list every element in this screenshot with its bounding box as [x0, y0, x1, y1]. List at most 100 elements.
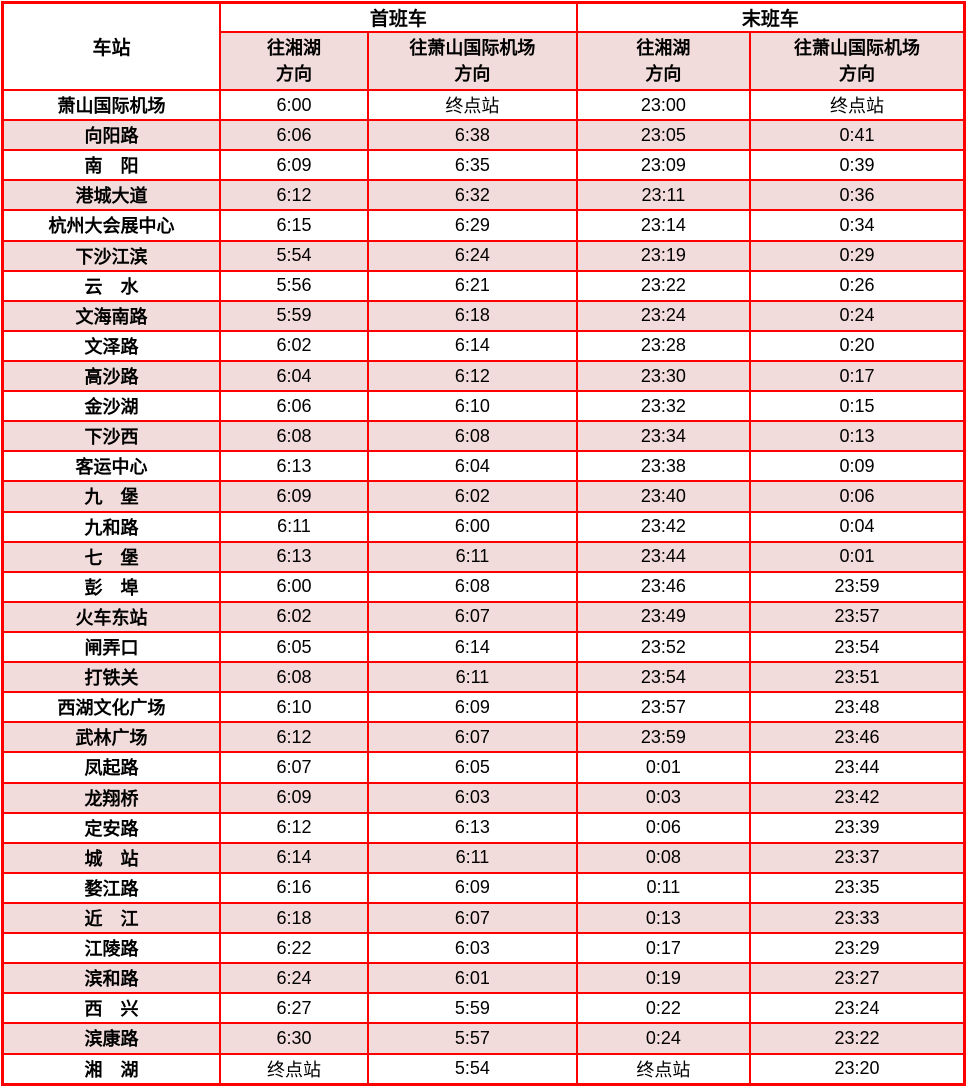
station-cell: 下沙西: [1, 420, 221, 453]
first-train-to-airport-cell: 6:12: [367, 359, 578, 393]
first-train-to-xianghu-cell: 6:27: [218, 992, 370, 1025]
last-train-to-xianghu-cell: 0:03: [575, 781, 751, 814]
first-train-to-airport-cell: 6:32: [367, 179, 578, 212]
station-cell: 彭 埠: [1, 570, 221, 603]
direction-line2: 方向: [838, 64, 875, 84]
first-train-to-xianghu-cell: 6:02: [218, 600, 370, 633]
header-row-directions: 往湘湖 方向 往萧山国际机场 方向 往湘湖 方向 往萧山国际机场 方向: [3, 31, 966, 91]
last-train-to-xianghu-cell: 23:19: [575, 239, 751, 272]
table-row: 闸弄口 6:05 6:14 23:52 23:54: [1, 630, 966, 664]
table-row: 江陵路 6:22 6:03 0:17 23:29: [1, 932, 966, 965]
last-train-to-airport-header: 往萧山国际机场 方向: [748, 31, 966, 91]
first-train-to-xianghu-cell: 6:24: [218, 962, 370, 995]
last-train-to-xianghu-cell: 23:32: [575, 390, 751, 423]
first-train-to-xianghu-cell: 6:09: [218, 480, 370, 513]
last-train-to-airport-cell: 0:36: [748, 179, 966, 212]
table-row: 杭州大会展中心 6:15 6:29 23:14 0:34: [1, 209, 966, 242]
table-row: 港城大道 6:12 6:32 23:11 0:36: [1, 179, 966, 212]
last-train-to-xianghu-cell: 23:34: [575, 420, 751, 453]
first-train-to-xianghu-cell: 6:00: [218, 570, 370, 603]
last-train-to-xianghu-cell: 终点站: [575, 1052, 751, 1086]
last-train-to-xianghu-cell: 0:08: [575, 841, 751, 874]
station-cell: 向阳路: [1, 119, 221, 152]
first-train-to-airport-cell: 6:35: [367, 149, 578, 182]
last-train-to-airport-cell: 0:39: [748, 149, 966, 182]
first-train-to-airport-cell: 6:21: [367, 269, 578, 302]
last-train-to-airport-cell: 23:39: [748, 811, 966, 844]
table-row: 武林广场 6:12 6:07 23:59 23:46: [1, 721, 966, 754]
station-cell: 江陵路: [1, 932, 221, 965]
first-train-to-xianghu-cell: 6:12: [218, 179, 370, 212]
last-train-to-xianghu-cell: 23:52: [575, 630, 751, 664]
table-row: 客运中心 6:13 6:04 23:38 0:09: [1, 450, 966, 483]
last-train-to-xianghu-cell: 0:22: [575, 992, 751, 1025]
last-train-to-airport-cell: 23:35: [748, 871, 966, 904]
station-cell: 南 阳: [1, 149, 221, 182]
table-row: 文泽路 6:02 6:14 23:28 0:20: [1, 329, 966, 362]
first-train-to-airport-cell: 6:01: [367, 962, 578, 995]
first-train-to-airport-cell: 6:18: [367, 299, 578, 332]
first-train-to-xianghu-cell: 6:12: [218, 721, 370, 754]
last-train-to-airport-cell: 23:22: [748, 1022, 966, 1055]
first-train-to-xianghu-cell: 6:18: [218, 901, 370, 935]
last-train-to-airport-cell: 0:01: [748, 540, 966, 573]
last-train-to-airport-cell: 终点站: [748, 88, 966, 122]
table-row: 高沙路 6:04 6:12 23:30 0:17: [1, 359, 966, 393]
station-cell: 文海南路: [1, 299, 221, 332]
first-train-to-airport-cell: 6:10: [367, 390, 578, 423]
last-train-to-xianghu-cell: 0:06: [575, 811, 751, 844]
last-train-to-airport-cell: 0:15: [748, 390, 966, 423]
first-train-to-airport-cell: 6:14: [367, 329, 578, 362]
station-cell: 九 堡: [1, 480, 221, 513]
first-train-to-xianghu-cell: 6:06: [218, 390, 370, 423]
table-row: 九 堡 6:09 6:02 23:40 0:06: [1, 480, 966, 513]
last-train-to-xianghu-cell: 23:54: [575, 661, 751, 694]
first-train-to-xianghu-cell: 6:30: [218, 1022, 370, 1055]
station-cell: 闸弄口: [1, 630, 221, 664]
first-train-to-airport-cell: 6:13: [367, 811, 578, 844]
table-row: 城 站 6:14 6:11 0:08 23:37: [1, 841, 966, 874]
table-row: 定安路 6:12 6:13 0:06 23:39: [1, 811, 966, 844]
table-row: 文海南路 5:59 6:18 23:24 0:24: [1, 299, 966, 332]
table-row: 南 阳 6:09 6:35 23:09 0:39: [1, 149, 966, 182]
first-train-to-airport-cell: 6:38: [367, 119, 578, 152]
direction-line1: 往湘湖: [636, 37, 691, 58]
table-row: 七 堡 6:13 6:11 23:44 0:01: [1, 540, 966, 573]
table-row: 金沙湖 6:06 6:10 23:32 0:15: [1, 390, 966, 423]
station-cell: 港城大道: [1, 179, 221, 212]
first-train-to-airport-cell: 6:03: [367, 932, 578, 965]
first-train-to-airport-cell: 5:57: [367, 1022, 578, 1055]
station-cell: 下沙江滨: [1, 239, 221, 272]
first-train-to-airport-cell: 6:14: [367, 630, 578, 664]
table-row: 九和路 6:11 6:00 23:42 0:04: [1, 510, 966, 543]
last-train-to-airport-cell: 23:51: [748, 661, 966, 694]
last-train-to-airport-cell: 0:24: [748, 299, 966, 332]
table-row: 下沙江滨 5:54 6:24 23:19 0:29: [1, 239, 966, 272]
first-train-to-airport-header: 往萧山国际机场 方向: [367, 31, 578, 91]
first-train-to-airport-cell: 6:08: [367, 420, 578, 453]
table-row: 湘 湖 终点站 5:54 终点站 23:20: [1, 1052, 966, 1086]
station-cell: 凤起路: [1, 751, 221, 784]
last-train-to-airport-cell: 0:04: [748, 510, 966, 543]
first-train-to-xianghu-cell: 6:07: [218, 751, 370, 784]
first-train-to-airport-cell: 6:11: [367, 661, 578, 694]
first-train-to-airport-cell: 6:11: [367, 841, 578, 874]
first-train-to-xianghu-cell: 5:59: [218, 299, 370, 332]
first-train-to-xianghu-cell: 6:06: [218, 119, 370, 152]
first-train-to-xianghu-cell: 6:02: [218, 329, 370, 362]
table-row: 彭 埠 6:00 6:08 23:46 23:59: [1, 570, 966, 603]
last-train-to-xianghu-cell: 23:30: [575, 359, 751, 393]
first-train-to-airport-cell: 6:09: [367, 871, 578, 904]
last-train-to-airport-cell: 23:37: [748, 841, 966, 874]
last-train-to-airport-cell: 0:20: [748, 329, 966, 362]
table-row: 凤起路 6:07 6:05 0:01 23:44: [1, 751, 966, 784]
station-cell: 滨和路: [1, 962, 221, 995]
station-cell: 七 堡: [1, 540, 221, 573]
station-cell: 婺江路: [1, 871, 221, 904]
station-cell: 武林广场: [1, 721, 221, 754]
table-row: 婺江路 6:16 6:09 0:11 23:35: [1, 871, 966, 904]
last-train-to-xianghu-cell: 0:01: [575, 751, 751, 784]
first-train-to-xianghu-cell: 6:09: [218, 149, 370, 182]
last-train-to-airport-cell: 23:20: [748, 1052, 966, 1086]
first-train-to-xianghu-cell: 5:56: [218, 269, 370, 302]
